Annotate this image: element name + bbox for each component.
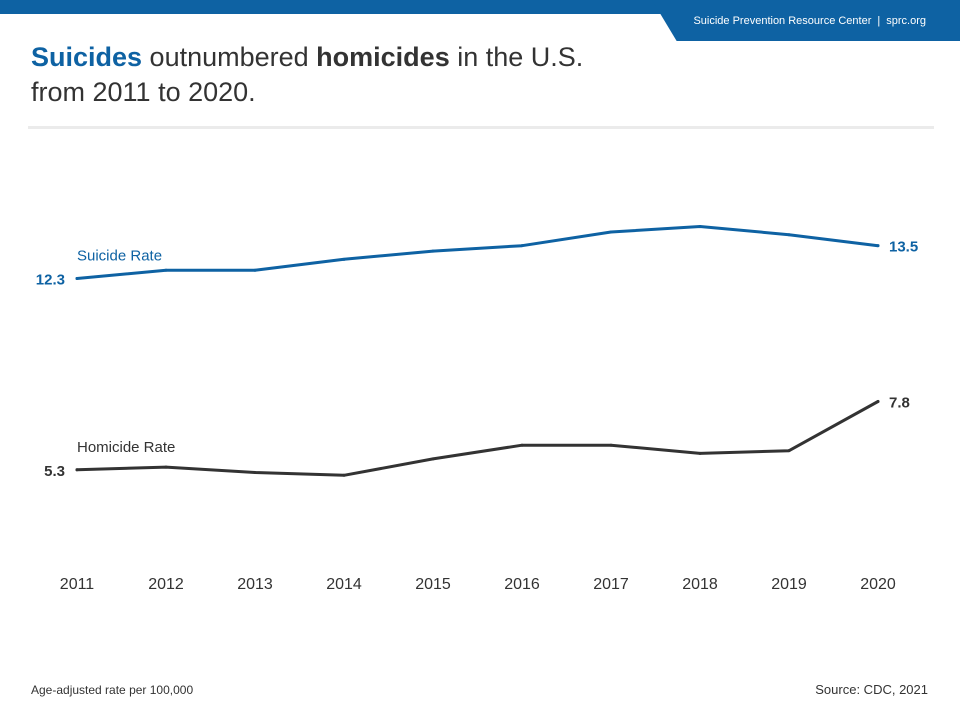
series-line-homicide-rate bbox=[75, 400, 880, 477]
data-point-suicide-rate-2013 bbox=[253, 268, 257, 272]
data-point-suicide-rate-2011 bbox=[75, 276, 79, 280]
line-chart: 2011 2012 2013 2014 2015 2016 2017 2018 2019 2020… bbox=[36, 225, 918, 593]
data-point-homicide-rate-2013 bbox=[253, 471, 257, 475]
data-point-homicide-rate-2016 bbox=[520, 443, 524, 447]
data-point-suicide-rate-2017 bbox=[609, 230, 613, 234]
data-point-homicide-rate-2018 bbox=[698, 451, 702, 455]
data-label-suicide-rate-2020: 13.5 bbox=[889, 239, 918, 256]
title-text-2: in the U.S. bbox=[449, 42, 584, 72]
data-point-homicide-rate-2012 bbox=[164, 465, 168, 469]
header-separator: | bbox=[877, 14, 881, 27]
x-tick-label-2016: 2016 bbox=[504, 576, 540, 593]
data-point-suicide-rate-2016 bbox=[520, 244, 524, 248]
data-point-homicide-rate-2017 bbox=[609, 443, 613, 447]
data-point-homicide-rate-2011 bbox=[75, 468, 79, 472]
data-point-homicide-rate-2015 bbox=[431, 457, 435, 461]
x-tick-label-2020: 2020 bbox=[860, 576, 896, 593]
x-tick-label-2019: 2019 bbox=[771, 576, 807, 593]
data-point-suicide-rate-2020 bbox=[876, 244, 880, 248]
footnote: Age-adjusted rate per 100,000 bbox=[31, 683, 194, 697]
title-divider bbox=[28, 126, 934, 129]
x-tick-label-2013: 2013 bbox=[237, 576, 273, 593]
source-note: Source: CDC, 2021 bbox=[815, 682, 928, 697]
chart-title: Suicides outnumbered homicides in the U.… bbox=[31, 40, 731, 110]
data-point-suicide-rate-2019 bbox=[787, 233, 791, 237]
data-point-homicide-rate-2014 bbox=[342, 473, 346, 477]
x-tick-label-2011: 2011 bbox=[60, 576, 95, 593]
title-line-2: from 2011 to 2020. bbox=[31, 77, 256, 107]
data-label-homicide-rate-2011: 5.3 bbox=[44, 463, 65, 480]
title-homicides: homicides bbox=[316, 42, 450, 72]
series-name-suicide-rate: Suicide Rate bbox=[77, 247, 162, 264]
data-point-homicide-rate-2019 bbox=[787, 449, 791, 453]
title-text-1: outnumbered bbox=[142, 42, 317, 72]
x-tick-label-2015: 2015 bbox=[415, 576, 451, 593]
data-point-suicide-rate-2014 bbox=[342, 257, 346, 261]
data-point-homicide-rate-2020 bbox=[876, 399, 880, 403]
series-name-homicide-rate: Homicide Rate bbox=[77, 439, 175, 456]
data-label-suicide-rate-2011: 12.3 bbox=[36, 271, 65, 288]
x-tick-label-2018: 2018 bbox=[682, 576, 718, 593]
title-suicides: Suicides bbox=[31, 42, 143, 72]
x-tick-label-2017: 2017 bbox=[593, 576, 629, 593]
org-name: Suicide Prevention Resource Center bbox=[693, 14, 872, 27]
data-point-suicide-rate-2012 bbox=[164, 268, 168, 272]
data-point-suicide-rate-2015 bbox=[431, 249, 435, 253]
x-tick-label-2012: 2012 bbox=[148, 576, 184, 593]
data-label-homicide-rate-2020: 7.8 bbox=[889, 394, 910, 411]
header-tab: Suicide Prevention Resource Center | spr… bbox=[652, 0, 960, 41]
data-point-suicide-rate-2018 bbox=[698, 225, 702, 229]
site-link[interactable]: sprc.org bbox=[886, 14, 926, 27]
series-line-suicide-rate bbox=[75, 225, 880, 280]
x-tick-label-2014: 2014 bbox=[326, 576, 362, 593]
